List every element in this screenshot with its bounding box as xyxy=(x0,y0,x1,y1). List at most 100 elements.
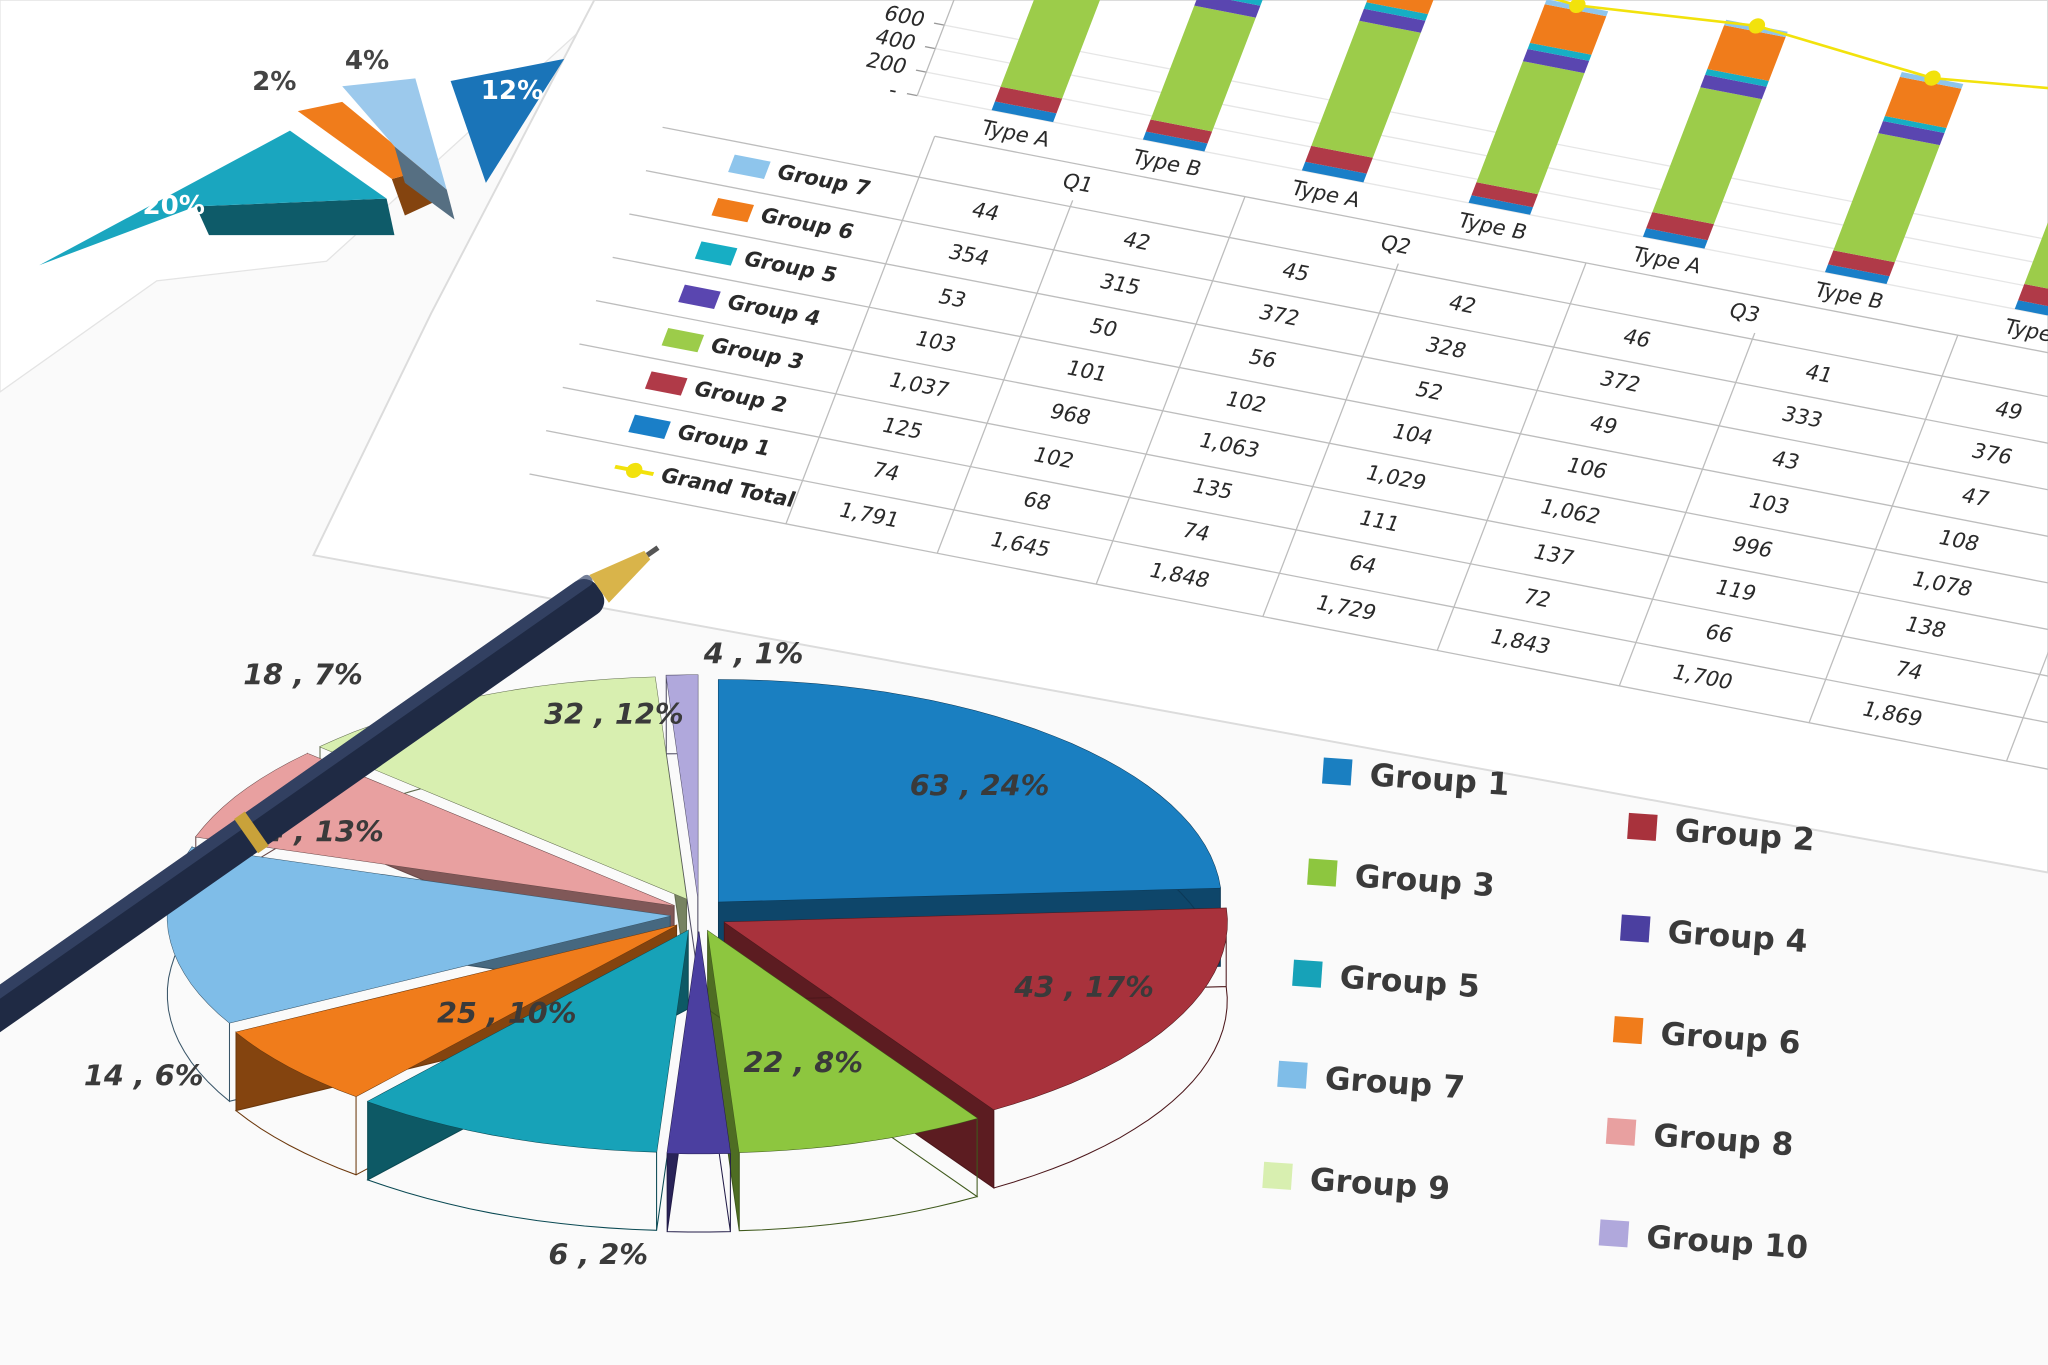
pie-slice-label: 22 , 8% xyxy=(743,1046,863,1080)
bar-segment xyxy=(1471,182,1538,208)
legend-swatch xyxy=(1292,959,1323,988)
bar-segment xyxy=(1468,195,1533,215)
table-col-rule xyxy=(1618,332,1756,686)
bar-segment xyxy=(1700,74,1767,100)
table-row-rule xyxy=(529,473,2048,777)
bar-segment xyxy=(1150,5,1256,132)
table-row-rule xyxy=(612,256,2048,560)
bar-segment xyxy=(1142,131,1208,152)
pie-wedge-label: 2% xyxy=(252,67,296,97)
pie-slice xyxy=(236,925,677,1097)
pie-slice xyxy=(167,847,671,1023)
pie-slice-side xyxy=(234,924,678,1176)
bar-segment xyxy=(1705,68,1769,87)
top-left-pie: 2% 4% 12% 20% xyxy=(39,46,565,266)
table-row-rule xyxy=(645,170,2048,473)
bar-segment xyxy=(1527,42,1592,61)
pie-wedge xyxy=(450,58,565,183)
legend-swatch xyxy=(728,154,771,179)
bar-segment xyxy=(1652,87,1762,225)
pie-slice-label: 43 , 17% xyxy=(1013,970,1154,1004)
legend-swatch xyxy=(1598,1219,1630,1248)
bar-segment xyxy=(2014,300,2048,321)
legend-swatch xyxy=(1307,858,1338,887)
bar-segment xyxy=(1311,20,1421,158)
pie-slice xyxy=(667,931,731,1154)
pie-wedge-label: 20% xyxy=(142,191,205,221)
pie-wedge-side xyxy=(195,198,395,236)
bar-segment xyxy=(1198,0,1263,6)
pie-wedge xyxy=(39,130,387,266)
legend-swatch xyxy=(1605,1117,1637,1146)
table-row-rule xyxy=(662,126,2048,430)
legend-marker xyxy=(626,462,643,478)
pen-highlight xyxy=(0,574,593,1030)
bar-segment xyxy=(1305,145,1373,174)
legend-swatch xyxy=(628,414,671,439)
bar-segment xyxy=(1529,4,1607,55)
pen-band xyxy=(234,811,269,854)
table-col-rule xyxy=(1095,196,1246,585)
pie-slice-label: 14 , 6% xyxy=(84,1059,204,1093)
pie-slice xyxy=(724,908,1228,1110)
table-col-rule xyxy=(1436,262,1587,651)
pen xyxy=(0,545,660,1049)
pie-slice-label: 25 , 10% xyxy=(437,996,577,1030)
bar-segment xyxy=(1145,119,1213,144)
total-marker xyxy=(1924,70,1941,86)
total-marker xyxy=(1748,18,1766,34)
table-col-rule xyxy=(1808,335,1959,723)
table-row-rule xyxy=(562,386,2048,690)
pie-slice xyxy=(718,679,1221,902)
bar-segment xyxy=(1646,212,1714,241)
pie-slice xyxy=(707,930,978,1153)
bar-segment xyxy=(1359,8,1426,33)
bar-segment xyxy=(2018,284,2048,313)
pie-slice-label: 4 , 1% xyxy=(703,637,804,671)
pen-tip xyxy=(589,550,651,603)
bar-segment xyxy=(1833,133,1940,263)
table-header-rule xyxy=(934,135,2048,389)
pie-wedge-label: 4% xyxy=(345,46,389,76)
bar-segment xyxy=(1194,0,1261,18)
legend-swatch xyxy=(1322,757,1353,786)
pie-slice xyxy=(367,930,689,1152)
bar-segment xyxy=(1363,2,1428,21)
pie-chart: 63 , 24% 43 , 17% 22 , 8% 6 , 2% 25 , 10% 14 … xyxy=(84,637,1228,1272)
bar-segment xyxy=(994,86,1063,114)
legend-swatch xyxy=(661,327,705,353)
bar-segment xyxy=(1827,250,1895,277)
pie-slice-label: 63 , 24% xyxy=(910,769,1050,803)
bar-segment xyxy=(1882,116,1947,134)
bar-segment xyxy=(1000,0,1109,99)
table-col-rule xyxy=(2005,408,2048,762)
table-col-rule xyxy=(785,136,936,524)
table-row-rule xyxy=(629,213,2048,517)
bar-segment xyxy=(1878,121,1945,146)
table-row-rule xyxy=(595,300,2048,603)
legend-swatch xyxy=(1262,1161,1293,1190)
legend-swatch xyxy=(1620,914,1651,943)
legend-swatch xyxy=(644,371,688,396)
bar-segment xyxy=(1884,76,1962,128)
legend-swatch xyxy=(694,241,738,266)
table-row-rule xyxy=(545,430,2048,733)
table-col-rule xyxy=(1262,263,1399,617)
pie-slice-label: 18 , 7% xyxy=(243,658,363,692)
pie-wedge-label: 12% xyxy=(481,76,544,106)
grid-line xyxy=(944,24,2048,284)
total-marker xyxy=(1569,0,1586,13)
bar-segment xyxy=(1824,264,1890,285)
y-tick xyxy=(915,69,927,73)
pie-wedge-side xyxy=(394,146,455,220)
table-col-rule xyxy=(936,200,1074,554)
pen-point xyxy=(645,545,660,558)
legend-swatch xyxy=(678,284,721,309)
bar-segment xyxy=(1476,61,1585,195)
pie-wedge xyxy=(342,78,447,190)
bar-segment xyxy=(1707,25,1786,81)
bar-segment xyxy=(1642,228,1708,249)
